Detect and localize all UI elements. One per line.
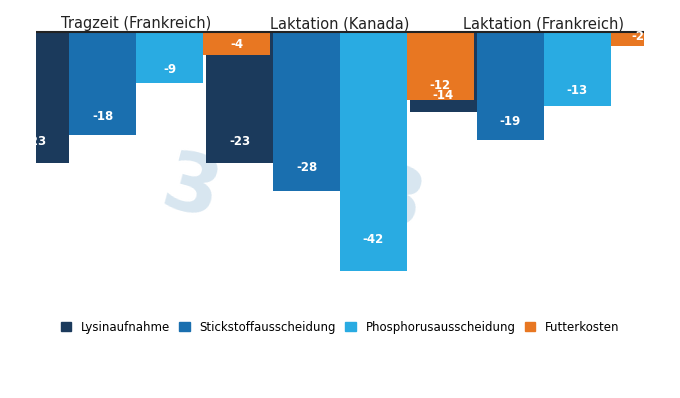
Bar bbox=[206, 32, 273, 163]
Text: -4: -4 bbox=[230, 38, 243, 51]
Bar bbox=[2, 32, 69, 163]
Text: -23: -23 bbox=[229, 135, 250, 148]
Text: 3: 3 bbox=[358, 158, 432, 248]
Text: Tragzeit (Frankreich): Tragzeit (Frankreich) bbox=[61, 16, 211, 31]
Text: -19: -19 bbox=[500, 115, 521, 128]
Text: 3: 3 bbox=[154, 146, 228, 236]
Text: -9: -9 bbox=[163, 63, 176, 76]
Bar bbox=[203, 32, 270, 55]
Bar bbox=[340, 32, 407, 271]
Bar bbox=[273, 32, 340, 191]
Legend: Lysinaufnahme, Stickstoffausscheidung, Phosphorusausscheidung, Futterkosten: Lysinaufnahme, Stickstoffausscheidung, P… bbox=[56, 316, 624, 338]
Text: -13: -13 bbox=[567, 84, 588, 97]
Bar bbox=[136, 32, 203, 83]
Bar bbox=[544, 32, 611, 106]
Text: -14: -14 bbox=[433, 89, 454, 102]
Text: -12: -12 bbox=[430, 79, 451, 92]
Bar bbox=[611, 32, 678, 46]
Text: -23: -23 bbox=[25, 135, 46, 148]
Bar bbox=[410, 32, 477, 112]
Text: -18: -18 bbox=[92, 109, 114, 123]
Text: Laktation (Kanada): Laktation (Kanada) bbox=[271, 16, 409, 31]
Bar bbox=[477, 32, 544, 140]
Text: -28: -28 bbox=[296, 161, 317, 174]
Text: -42: -42 bbox=[363, 232, 384, 246]
Bar bbox=[69, 32, 136, 135]
Text: Laktation (Frankreich): Laktation (Frankreich) bbox=[463, 16, 624, 31]
Bar bbox=[407, 32, 474, 100]
Text: -2.5: -2.5 bbox=[632, 30, 658, 43]
